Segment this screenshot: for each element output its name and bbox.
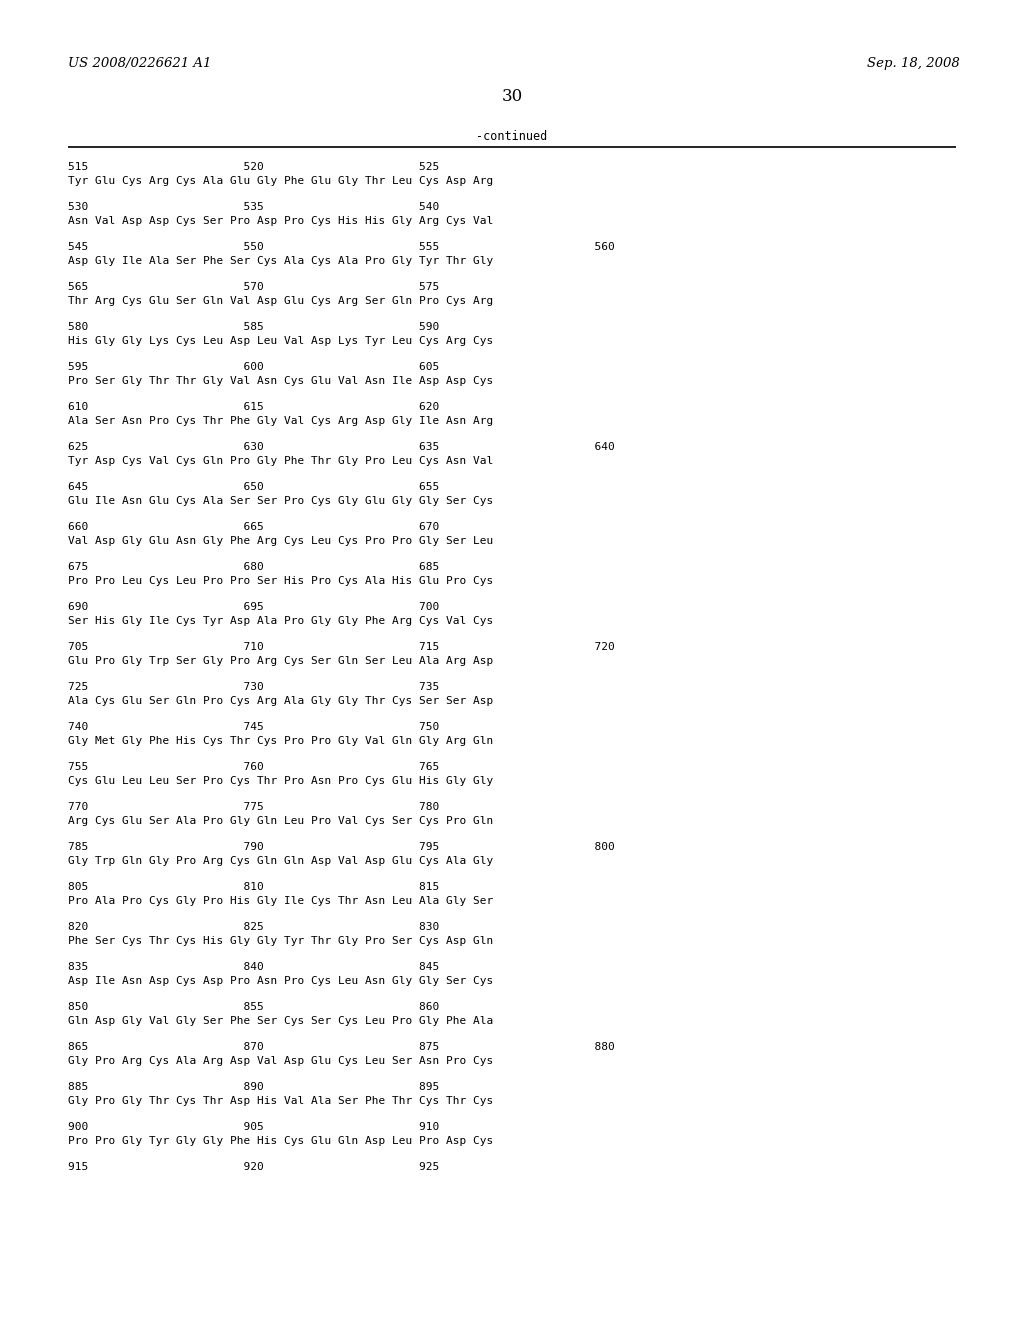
Text: Arg Cys Glu Ser Ala Pro Gly Gln Leu Pro Val Cys Ser Cys Pro Gln: Arg Cys Glu Ser Ala Pro Gly Gln Leu Pro …: [68, 816, 494, 825]
Text: 595                       600                       605: 595 600 605: [68, 362, 439, 372]
Text: 625                       630                       635                       64: 625 630 635 64: [68, 442, 614, 451]
Text: 865                       870                       875                       88: 865 870 875 88: [68, 1041, 614, 1052]
Text: 850                       855                       860: 850 855 860: [68, 1002, 439, 1012]
Text: Gly Trp Gln Gly Pro Arg Cys Gln Gln Asp Val Asp Glu Cys Ala Gly: Gly Trp Gln Gly Pro Arg Cys Gln Gln Asp …: [68, 855, 494, 866]
Text: Gly Pro Gly Thr Cys Thr Asp His Val Ala Ser Phe Thr Cys Thr Cys: Gly Pro Gly Thr Cys Thr Asp His Val Ala …: [68, 1096, 494, 1106]
Text: 610                       615                       620: 610 615 620: [68, 403, 439, 412]
Text: 740                       745                       750: 740 745 750: [68, 722, 439, 733]
Text: Asp Ile Asn Asp Cys Asp Pro Asn Pro Cys Leu Asn Gly Gly Ser Cys: Asp Ile Asn Asp Cys Asp Pro Asn Pro Cys …: [68, 975, 494, 986]
Text: 580                       585                       590: 580 585 590: [68, 322, 439, 333]
Text: 785                       790                       795                       80: 785 790 795 80: [68, 842, 614, 851]
Text: Asp Gly Ile Ala Ser Phe Ser Cys Ala Cys Ala Pro Gly Tyr Thr Gly: Asp Gly Ile Ala Ser Phe Ser Cys Ala Cys …: [68, 256, 494, 265]
Text: 805                       810                       815: 805 810 815: [68, 882, 439, 892]
Text: 725                       730                       735: 725 730 735: [68, 682, 439, 692]
Text: His Gly Gly Lys Cys Leu Asp Leu Val Asp Lys Tyr Leu Cys Arg Cys: His Gly Gly Lys Cys Leu Asp Leu Val Asp …: [68, 335, 494, 346]
Text: 30: 30: [502, 88, 522, 106]
Text: 645                       650                       655: 645 650 655: [68, 482, 439, 492]
Text: 565                       570                       575: 565 570 575: [68, 282, 439, 292]
Text: 820                       825                       830: 820 825 830: [68, 921, 439, 932]
Text: Asn Val Asp Asp Cys Ser Pro Asp Pro Cys His His Gly Arg Cys Val: Asn Val Asp Asp Cys Ser Pro Asp Pro Cys …: [68, 215, 494, 226]
Text: Gln Asp Gly Val Gly Ser Phe Ser Cys Ser Cys Leu Pro Gly Phe Ala: Gln Asp Gly Val Gly Ser Phe Ser Cys Ser …: [68, 1015, 494, 1026]
Text: Pro Ala Pro Cys Gly Pro His Gly Ile Cys Thr Asn Leu Ala Gly Ser: Pro Ala Pro Cys Gly Pro His Gly Ile Cys …: [68, 895, 494, 906]
Text: Ala Cys Glu Ser Gln Pro Cys Arg Ala Gly Gly Thr Cys Ser Ser Asp: Ala Cys Glu Ser Gln Pro Cys Arg Ala Gly …: [68, 696, 494, 705]
Text: Ser His Gly Ile Cys Tyr Asp Ala Pro Gly Gly Phe Arg Cys Val Cys: Ser His Gly Ile Cys Tyr Asp Ala Pro Gly …: [68, 615, 494, 626]
Text: 530                       535                       540: 530 535 540: [68, 202, 439, 213]
Text: 755                       760                       765: 755 760 765: [68, 762, 439, 772]
Text: 690                       695                       700: 690 695 700: [68, 602, 439, 612]
Text: 885                       890                       895: 885 890 895: [68, 1082, 439, 1092]
Text: -continued: -continued: [476, 129, 548, 143]
Text: Glu Pro Gly Trp Ser Gly Pro Arg Cys Ser Gln Ser Leu Ala Arg Asp: Glu Pro Gly Trp Ser Gly Pro Arg Cys Ser …: [68, 656, 494, 665]
Text: Pro Pro Gly Tyr Gly Gly Phe His Cys Glu Gln Asp Leu Pro Asp Cys: Pro Pro Gly Tyr Gly Gly Phe His Cys Glu …: [68, 1135, 494, 1146]
Text: 515                       520                       525: 515 520 525: [68, 162, 439, 172]
Text: 770                       775                       780: 770 775 780: [68, 803, 439, 812]
Text: US 2008/0226621 A1: US 2008/0226621 A1: [68, 57, 211, 70]
Text: 900                       905                       910: 900 905 910: [68, 1122, 439, 1133]
Text: Tyr Asp Cys Val Cys Gln Pro Gly Phe Thr Gly Pro Leu Cys Asn Val: Tyr Asp Cys Val Cys Gln Pro Gly Phe Thr …: [68, 455, 494, 466]
Text: Ala Ser Asn Pro Cys Thr Phe Gly Val Cys Arg Asp Gly Ile Asn Arg: Ala Ser Asn Pro Cys Thr Phe Gly Val Cys …: [68, 416, 494, 425]
Text: Glu Ile Asn Glu Cys Ala Ser Ser Pro Cys Gly Glu Gly Gly Ser Cys: Glu Ile Asn Glu Cys Ala Ser Ser Pro Cys …: [68, 495, 494, 506]
Text: Val Asp Gly Glu Asn Gly Phe Arg Cys Leu Cys Pro Pro Gly Ser Leu: Val Asp Gly Glu Asn Gly Phe Arg Cys Leu …: [68, 536, 494, 545]
Text: Gly Met Gly Phe His Cys Thr Cys Pro Pro Gly Val Gln Gly Arg Gln: Gly Met Gly Phe His Cys Thr Cys Pro Pro …: [68, 735, 494, 746]
Text: 660                       665                       670: 660 665 670: [68, 521, 439, 532]
Text: 705                       710                       715                       72: 705 710 715 72: [68, 642, 614, 652]
Text: Tyr Glu Cys Arg Cys Ala Glu Gly Phe Glu Gly Thr Leu Cys Asp Arg: Tyr Glu Cys Arg Cys Ala Glu Gly Phe Glu …: [68, 176, 494, 186]
Text: 675                       680                       685: 675 680 685: [68, 562, 439, 572]
Text: Gly Pro Arg Cys Ala Arg Asp Val Asp Glu Cys Leu Ser Asn Pro Cys: Gly Pro Arg Cys Ala Arg Asp Val Asp Glu …: [68, 1056, 494, 1065]
Text: 545                       550                       555                       56: 545 550 555 56: [68, 242, 614, 252]
Text: Cys Glu Leu Leu Ser Pro Cys Thr Pro Asn Pro Cys Glu His Gly Gly: Cys Glu Leu Leu Ser Pro Cys Thr Pro Asn …: [68, 776, 494, 785]
Text: Pro Ser Gly Thr Thr Gly Val Asn Cys Glu Val Asn Ile Asp Asp Cys: Pro Ser Gly Thr Thr Gly Val Asn Cys Glu …: [68, 375, 494, 385]
Text: 915                       920                       925: 915 920 925: [68, 1162, 439, 1172]
Text: Sep. 18, 2008: Sep. 18, 2008: [867, 57, 961, 70]
Text: 835                       840                       845: 835 840 845: [68, 962, 439, 972]
Text: Pro Pro Leu Cys Leu Pro Pro Ser His Pro Cys Ala His Glu Pro Cys: Pro Pro Leu Cys Leu Pro Pro Ser His Pro …: [68, 576, 494, 586]
Text: Thr Arg Cys Glu Ser Gln Val Asp Glu Cys Arg Ser Gln Pro Cys Arg: Thr Arg Cys Glu Ser Gln Val Asp Glu Cys …: [68, 296, 494, 305]
Text: Phe Ser Cys Thr Cys His Gly Gly Tyr Thr Gly Pro Ser Cys Asp Gln: Phe Ser Cys Thr Cys His Gly Gly Tyr Thr …: [68, 936, 494, 945]
